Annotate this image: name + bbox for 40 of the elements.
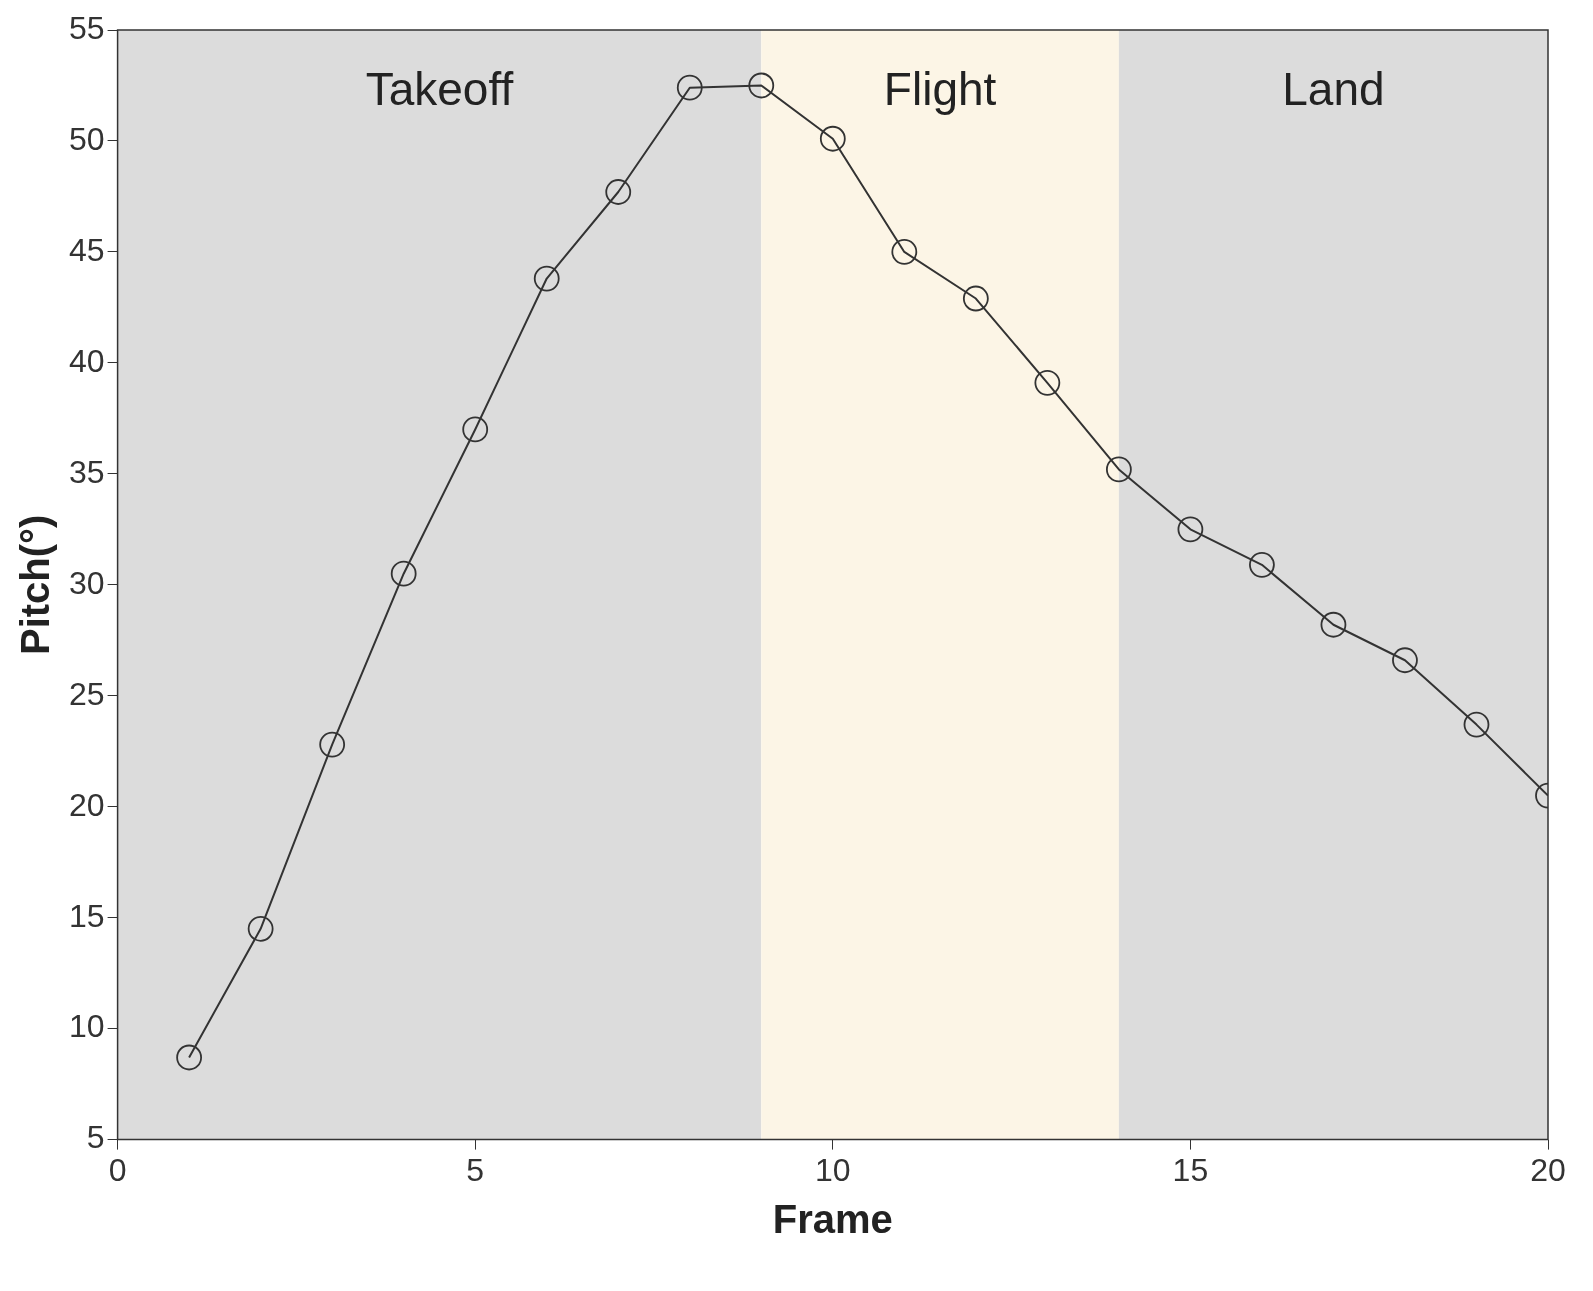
point [605,179,632,205]
y-tick-label: 50 [69,120,105,157]
y-tick-label: 35 [69,453,105,490]
y-tick-label: 55 [69,9,105,46]
point [891,239,918,265]
point [390,560,417,587]
point [176,1044,203,1071]
point [1249,551,1275,578]
y-tick-label: 30 [69,564,105,601]
point [319,731,346,758]
point [748,72,775,99]
y-tick-label: 20 [69,786,105,823]
band-label: Land [1282,62,1385,115]
x-axis-title: Frame [772,1197,893,1242]
point [1034,369,1061,396]
y-tick-label: 10 [69,1008,105,1045]
point [1320,611,1347,638]
band-label: Flight [883,62,997,115]
point [1392,647,1418,674]
point [462,416,489,443]
x-tick-label: 0 [108,1151,127,1188]
point [1463,711,1490,738]
point [247,915,274,942]
x-tick-label: 20 [1530,1151,1566,1188]
y-tick-label: 40 [69,342,105,379]
band-label: Takeoff [365,62,514,115]
y-axis-title: Pitch(°) [13,514,58,656]
y-tick-label: 25 [69,675,105,712]
point [819,125,846,152]
point [533,265,560,292]
x-tick-label: 10 [815,1151,851,1188]
x-tick-label: 15 [1172,1151,1209,1188]
y-tick-label: 45 [69,231,105,268]
point [1177,516,1204,543]
point [1105,456,1132,483]
y-tick-label: 15 [69,897,105,934]
x-tick-label: 5 [466,1151,485,1188]
point [676,74,703,101]
y-tick-label: 5 [86,1119,105,1156]
point [962,285,989,312]
